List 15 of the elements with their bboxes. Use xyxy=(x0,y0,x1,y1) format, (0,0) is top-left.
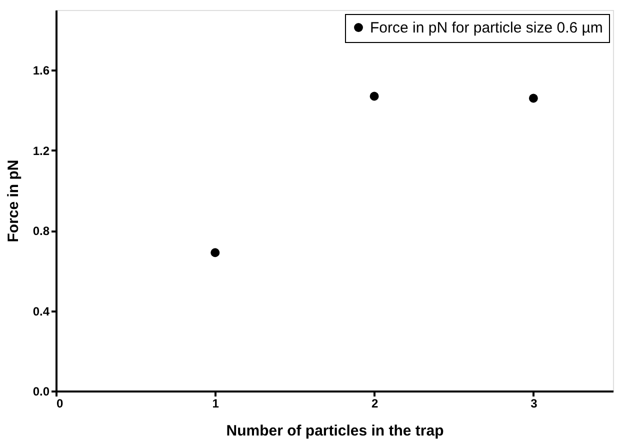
y-tick-label: 1.2 xyxy=(32,144,50,158)
point xyxy=(210,248,220,258)
x-tick-label: 0 xyxy=(56,396,64,410)
y-tick-label: 1.6 xyxy=(32,64,50,78)
x-tick-label: 2 xyxy=(371,396,378,410)
point xyxy=(528,94,538,103)
legend-label: Force in pN for particle size 0.6 µm xyxy=(370,20,603,36)
point xyxy=(370,92,379,101)
x-tick-label: 1 xyxy=(212,396,220,410)
y-tick-label: 0.8 xyxy=(32,224,50,238)
x-tick-label: 3 xyxy=(530,396,538,410)
y-tick-label: 0.4 xyxy=(32,304,50,318)
y-tick-label: 0.0 xyxy=(32,384,50,398)
y-axis-title: Force in pN xyxy=(4,160,22,242)
x-axis-title: Number of particles in the trap xyxy=(226,422,444,440)
